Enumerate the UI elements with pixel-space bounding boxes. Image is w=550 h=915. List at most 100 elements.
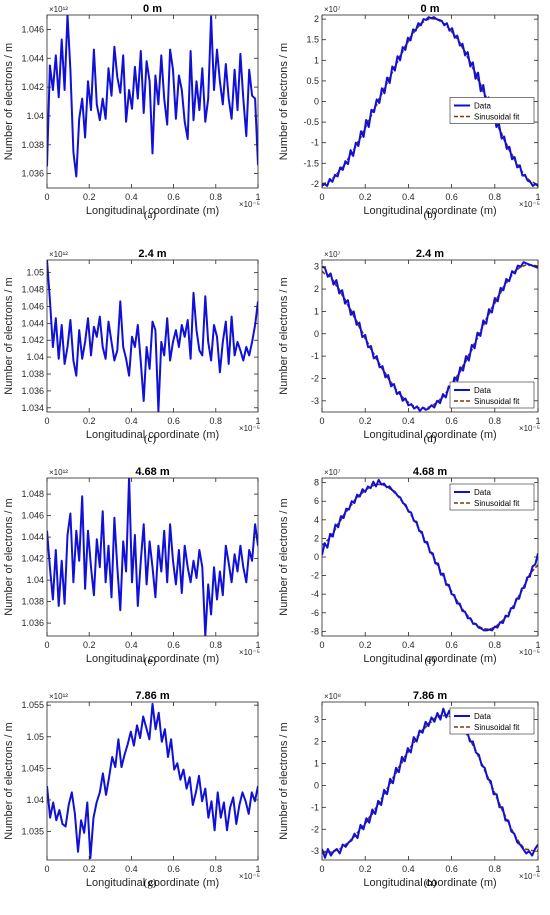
x-tick-label: 0.2 [83, 416, 96, 426]
y-tick-label: 2 [314, 737, 319, 747]
panel-title: 2.4 m [416, 248, 444, 260]
x-tick-label: 0.8 [489, 864, 502, 874]
data-line [322, 261, 538, 412]
y-tick-label: 1.055 [21, 700, 44, 710]
y-tick-label: 1.04 [26, 352, 44, 362]
axes-box [46, 259, 259, 413]
y-tick-label: -1.5 [303, 158, 319, 168]
axes-box [321, 701, 539, 861]
x-tick-label: 0.2 [359, 864, 372, 874]
x-tick-label: 0.6 [167, 864, 180, 874]
legend-label-data: Data [474, 488, 491, 497]
x-tick-label: 0 [44, 864, 49, 874]
y-tick-label: 1.038 [21, 369, 44, 379]
y-tick-label: 1.038 [21, 597, 44, 607]
x-tick-label: 0 [319, 416, 324, 426]
x-tick-label: 0.4 [402, 864, 415, 874]
y-exponent-label: ×10¹² [49, 250, 68, 259]
y-tick-label: 1.036 [21, 386, 44, 396]
y-tick-label: 1.042 [21, 335, 44, 345]
y-tick-label: -1 [311, 802, 319, 812]
y-tick-label: 1.048 [21, 285, 44, 295]
y-tick-label: 2 [314, 14, 319, 24]
x-tick-label: 0.2 [83, 640, 96, 650]
x-tick-label: 0.8 [210, 416, 223, 426]
panel-caption: (b) [424, 209, 437, 221]
x-tick-label: 0 [44, 640, 49, 650]
y-tick-label: -2 [311, 824, 319, 834]
y-tick-label: 1.5 [306, 35, 319, 45]
x-exponent-label: ×10⁻⁵ [519, 200, 540, 209]
x-axis-label: Longitudinal coordinate (m) [86, 877, 219, 889]
y-tick-label: 1.038 [21, 140, 44, 150]
panel-title: 7.86 m [135, 690, 169, 702]
panel-title: 4.68 m [135, 466, 169, 478]
y-tick-label: 2 [314, 533, 319, 543]
y-tick-label: 1.045 [21, 763, 44, 773]
y-tick-label: -2 [311, 373, 319, 383]
x-tick-label: 0.4 [125, 864, 138, 874]
y-axis-label: Number of electrons / m [3, 277, 15, 394]
y-exponent-label: ×10¹² [49, 468, 68, 477]
axes-box [46, 14, 259, 189]
fit-line [322, 483, 538, 630]
y-tick-label: 1.048 [21, 489, 44, 499]
y-tick-label: 1.046 [21, 24, 44, 34]
x-axis-label: Longitudinal coordinate (m) [363, 877, 496, 889]
x-tick-label: 0 [319, 864, 324, 874]
x-tick-label: 1 [255, 192, 260, 202]
legend-box [449, 381, 535, 409]
legend-label-data: Data [474, 102, 491, 111]
x-tick-label: 0.4 [125, 192, 138, 202]
y-axis-label: Number of electrons / m [3, 722, 15, 839]
legend-label-data: Data [474, 712, 491, 721]
x-exponent-label: ×10⁻⁵ [519, 424, 540, 433]
x-tick-label: 0.4 [125, 640, 138, 650]
y-axis-label: Number of electrons / m [278, 277, 290, 394]
y-tick-label: -2 [311, 571, 319, 581]
y-tick-label: 1.044 [21, 53, 44, 63]
x-tick-label: 0.6 [445, 864, 458, 874]
x-exponent-label: ×10⁻⁵ [239, 872, 260, 881]
legend: Data Sinusoidal fit [449, 381, 535, 409]
y-tick-label: -0.5 [303, 117, 319, 127]
y-tick-label: -8 [311, 626, 319, 636]
y-tick-label: 1.036 [21, 169, 44, 179]
y-tick-label: 3 [314, 262, 319, 272]
x-tick-label: 0.2 [83, 192, 96, 202]
legend: Data Sinusoidal fit [449, 97, 535, 124]
x-tick-label: 0.2 [359, 192, 372, 202]
y-tick-label: 1 [314, 758, 319, 768]
x-tick-label: 0.4 [402, 192, 415, 202]
x-tick-label: 0 [319, 192, 324, 202]
y-axis-label: Number of electrons / m [278, 722, 290, 839]
legend-label-fit: Sinusoidal fit [474, 397, 520, 406]
y-exponent-label: ×10¹² [49, 692, 68, 701]
legend-label-fit: Sinusoidal fit [474, 723, 520, 732]
x-tick-label: 0.8 [210, 192, 223, 202]
y-tick-label: 3 [314, 715, 319, 725]
y-tick-label: 1 [314, 306, 319, 316]
panel-title: 0 m [143, 3, 162, 15]
x-tick-label: 1 [535, 192, 540, 202]
panel-title: 2.4 m [138, 248, 166, 260]
axes-box [321, 259, 539, 413]
x-exponent-label: ×10⁻⁵ [519, 648, 540, 657]
x-tick-label: 1 [255, 864, 260, 874]
y-tick-label: 8 [314, 478, 319, 488]
legend-box [449, 707, 535, 735]
chart-panel-1: 0 0.2 0.4 0.6 0.8 1 1.036 1.038 1.04 1.042 1.044 1.… [3, 3, 261, 221]
panel-caption: (e) [144, 655, 157, 667]
x-tick-label: 0.2 [359, 640, 372, 650]
y-tick-label: -6 [311, 608, 319, 618]
y-tick-label: 1.035 [21, 827, 44, 837]
data-line [47, 260, 258, 412]
data-line [322, 478, 538, 632]
panel-title: 7.86 m [413, 690, 447, 702]
panel-caption: (a) [144, 209, 157, 221]
legend-box [449, 97, 535, 124]
y-tick-label: 1.042 [21, 82, 44, 92]
chart-panel-5: 0 0.2 0.4 0.6 0.8 1 1.036 1.038 1.04 1.042 1.044 1.… [3, 466, 261, 667]
y-tick-label: 0 [314, 329, 319, 339]
y-tick-label: -3 [311, 396, 319, 406]
